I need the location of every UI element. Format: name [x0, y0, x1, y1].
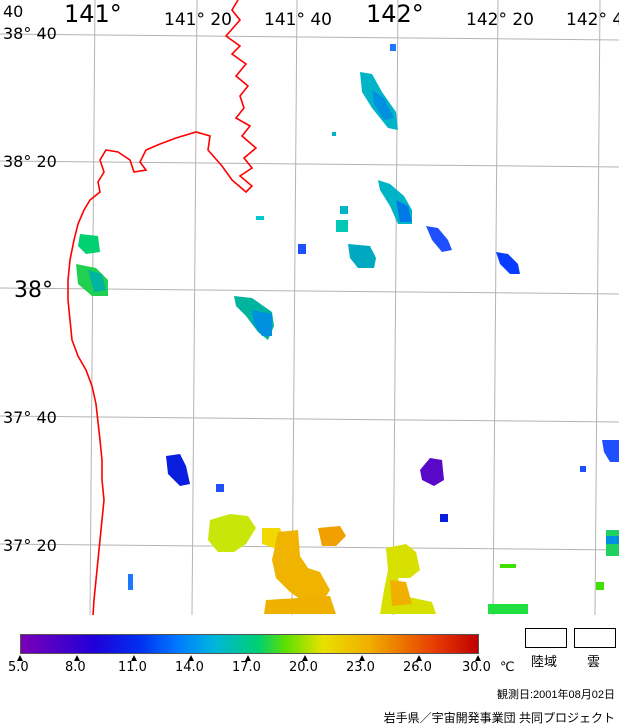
- unit-label: ℃: [500, 660, 515, 675]
- colorbar-tick: [359, 655, 365, 661]
- sst-patch: [88, 270, 106, 292]
- legend-panel: [0, 615, 619, 725]
- lon-line-141-40: [291, 0, 298, 615]
- tick-label-30: 30.0: [462, 660, 491, 675]
- tick-label-17: 17.0: [232, 660, 261, 675]
- sst-patch: [372, 90, 394, 120]
- colorbar-tick: [416, 655, 422, 661]
- sst-patch: [348, 244, 376, 268]
- sst-patch: [128, 574, 133, 590]
- lat-line-38-20: [0, 160, 619, 168]
- lon-label-142-00: 142°: [366, 0, 424, 28]
- lat-label-38-20: 38° 20: [3, 152, 57, 171]
- colorbar-tick: [74, 655, 80, 661]
- tick-label-14: 14.0: [175, 660, 204, 675]
- land-key-label: 陸域: [531, 654, 558, 669]
- sst-patch: [332, 132, 336, 136]
- map-canvas: [0, 0, 619, 615]
- colorbar-tick: [245, 655, 251, 661]
- sst-patch: [264, 596, 336, 614]
- lat-label-37-40: 37° 40: [3, 408, 57, 427]
- sst-patch: [602, 440, 619, 462]
- tick-label-5: 5.0: [8, 660, 29, 675]
- sst-patch: [78, 234, 100, 254]
- sst-patch: [500, 564, 516, 568]
- lon-line-142-00: [392, 0, 399, 615]
- lon-label-141-00: 141°: [64, 0, 122, 28]
- sst-patch: [580, 466, 586, 472]
- sst-patch: [216, 484, 224, 492]
- sst-patch: [390, 580, 412, 606]
- lon-line-142-40: [594, 0, 601, 615]
- sst-patch: [340, 206, 348, 214]
- lat-line-37-40: [0, 415, 619, 423]
- graticule-grid: [0, 0, 619, 615]
- colorbar-tick: [131, 655, 137, 661]
- land-key-box: [525, 628, 567, 648]
- sst-patch: [272, 530, 330, 606]
- lon-label-141-20: 141° 20: [164, 10, 232, 30]
- temperature-colorbar: [20, 634, 479, 654]
- sst-patches: [76, 44, 619, 614]
- sst-patch: [390, 44, 396, 51]
- lon-label-142-40: 142° 4: [566, 10, 619, 30]
- lat-line-38-40: [0, 33, 619, 41]
- lon-label-142-20: 142° 20: [466, 10, 534, 30]
- coastline: [67, 0, 258, 615]
- sst-patch: [336, 220, 348, 232]
- sst-patch: [426, 226, 452, 252]
- lat-label-37-20: 37° 20: [3, 536, 57, 555]
- sst-patch: [420, 458, 444, 486]
- sst-patch: [298, 244, 306, 254]
- sst-patch: [252, 310, 272, 336]
- sst-patch: [318, 526, 346, 546]
- sst-patch: [256, 216, 264, 220]
- tick-label-8: 8.0: [65, 660, 86, 675]
- lat-line-37-20: [0, 543, 619, 551]
- tick-label-11: 11.0: [118, 660, 147, 675]
- lon-line-141-00: [89, 0, 96, 615]
- sst-patch: [606, 536, 619, 544]
- observation-date: 観測日:2001年08月02日: [497, 689, 615, 701]
- sst-patch: [440, 514, 448, 522]
- sst-patch: [396, 200, 412, 222]
- sst-patch: [496, 252, 520, 274]
- lon-line-141-20: [191, 0, 198, 615]
- corner-label: 40: [3, 2, 24, 21]
- tick-label-20: 20.0: [289, 660, 318, 675]
- colorbar-tick: [17, 655, 23, 661]
- colorbar-tick: [188, 655, 194, 661]
- sst-patch: [166, 454, 190, 486]
- colorbar-tick: [302, 655, 308, 661]
- lon-label-141-40: 141° 40: [264, 10, 332, 30]
- cloud-key-box: [574, 628, 616, 648]
- sst-patch: [488, 604, 528, 614]
- sst-map: 40 141° 141° 20 141° 40 142° 142° 20 142…: [0, 0, 619, 615]
- sst-patch: [596, 582, 604, 590]
- lon-line-142-20: [492, 0, 499, 615]
- tick-label-23: 23.0: [346, 660, 375, 675]
- colorbar-tick: [475, 655, 481, 661]
- sst-patch: [208, 514, 256, 552]
- credit-line: 岩手県／宇宙開発事業団 共同プロジェクト: [383, 711, 615, 725]
- lat-label-38-00: 38°: [14, 278, 53, 303]
- lat-label-38-40: 38° 40: [3, 24, 57, 43]
- cloud-key-label: 雲: [587, 654, 601, 669]
- tick-label-26: 26.0: [403, 660, 432, 675]
